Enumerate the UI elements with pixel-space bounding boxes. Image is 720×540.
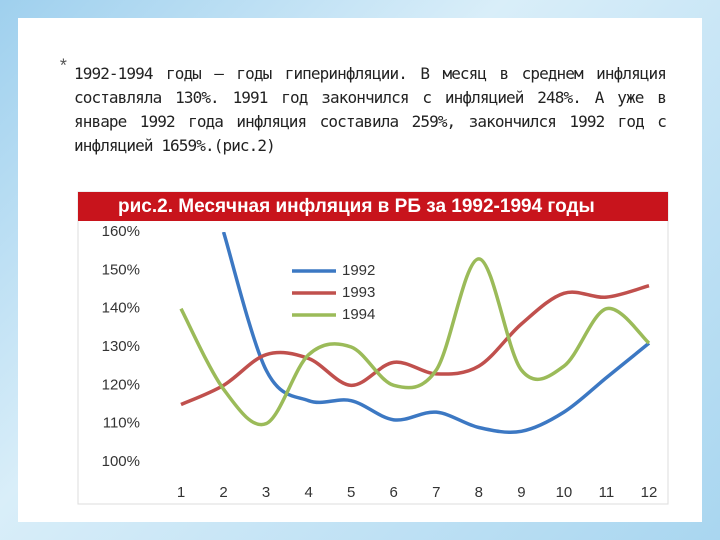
- legend-label: 1992: [342, 262, 375, 279]
- bullet: *: [58, 58, 69, 78]
- y-tick-label: 100%: [102, 453, 140, 470]
- series-line: [180, 283, 650, 407]
- series-line: [179, 257, 651, 427]
- x-tick-label: 4: [304, 484, 312, 501]
- y-tick-label: 110%: [103, 415, 140, 432]
- x-tick-label: 6: [390, 484, 398, 501]
- y-tick-label: 140%: [102, 300, 140, 317]
- legend-label: 1993: [342, 284, 375, 301]
- y-tick-label: 130%: [102, 338, 140, 355]
- title-banner: [78, 192, 668, 221]
- x-tick-label: 2: [219, 484, 227, 501]
- x-tick-label: 1: [177, 484, 185, 501]
- x-tick-label: 5: [347, 484, 355, 501]
- series-line: [221, 232, 651, 435]
- x-tick-label: 8: [475, 484, 483, 501]
- x-tick-label: 11: [599, 484, 615, 501]
- y-tick-label: 150%: [102, 261, 140, 278]
- x-tick-label: 10: [556, 484, 573, 501]
- x-tick-label: 7: [432, 484, 440, 501]
- chart-title: рис.2. Месячная инфляция в РБ за 1992-19…: [118, 196, 595, 217]
- x-tick-label: 9: [517, 484, 525, 501]
- chart-frame: [77, 191, 669, 505]
- y-tick-label: 160%: [102, 223, 140, 240]
- paragraph: 1992-1994 годы – годы гиперинфляции. В м…: [74, 64, 667, 155]
- y-tick-label: 120%: [102, 376, 140, 393]
- x-tick-label: 12: [641, 484, 658, 501]
- legend-label: 1994: [342, 306, 375, 323]
- x-tick-label: 3: [262, 484, 270, 501]
